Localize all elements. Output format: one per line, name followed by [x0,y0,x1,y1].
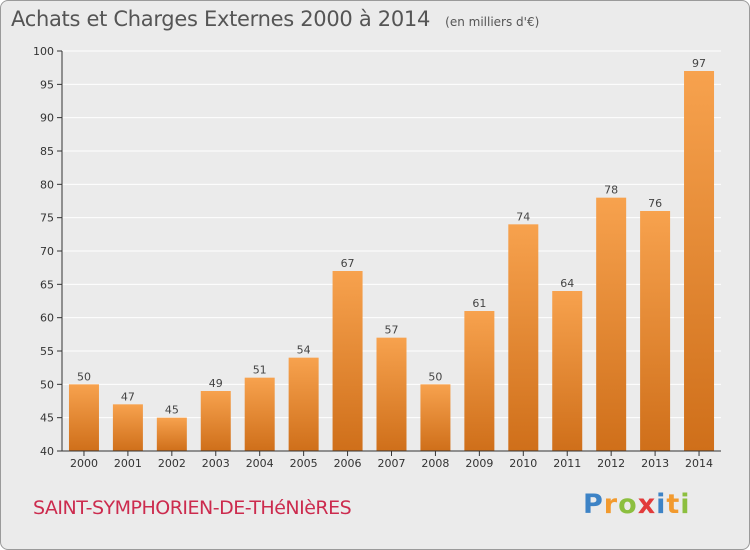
logo-letter: r [603,489,619,520]
y-tick-label: 70 [40,245,54,258]
x-tick-label: 2003 [202,457,230,470]
data-label: 97 [692,57,706,70]
data-label: 76 [648,197,662,210]
y-tick-label: 55 [40,345,54,358]
logo-letter: i [656,489,667,520]
bar [68,384,99,451]
x-tick-label: 2006 [334,457,362,470]
data-label: 61 [472,297,486,310]
data-label: 78 [604,184,618,197]
x-tick-label: 2000 [70,457,98,470]
y-tick-label: 40 [40,445,54,458]
logo-letter: i [680,489,691,520]
bar [640,211,671,451]
bar [552,291,583,451]
bar [420,384,451,451]
proxiti-logo[interactable]: Proxiti [583,489,691,520]
data-label: 47 [121,390,135,403]
data-label: 50 [77,370,91,383]
axes [57,50,721,456]
y-tick-label: 90 [40,112,54,125]
bars [68,71,715,451]
bar [288,357,319,451]
chart-title-block: Achats et Charges Externes 2000 à 2014 (… [11,7,539,31]
y-tick-label: 45 [40,412,54,425]
commune-name: SAINT-SYMPHORIEN-DE-THéNIèRES [33,497,352,519]
bar [464,311,495,451]
y-tick-label: 85 [40,145,54,158]
data-label: 54 [297,344,311,357]
x-tick-label: 2013 [641,457,669,470]
bar [200,391,231,451]
bar [376,337,407,451]
bar [684,71,715,451]
bar [596,197,627,451]
data-label: 67 [341,257,355,270]
logo-letter: x [637,489,657,520]
bar [508,224,539,451]
y-tick-label: 95 [40,78,54,91]
y-tick-label: 65 [40,278,54,291]
logo-letter: o [618,489,638,520]
bar [244,377,275,451]
x-tick-label: 2007 [378,457,406,470]
unit-label: (en milliers d'€) [445,15,540,29]
x-tick-label: 2011 [553,457,581,470]
data-label: 51 [253,364,267,377]
y-tick-label: 75 [40,212,54,225]
labels: 40 45 50 55 60 65 70 75 80 85 90 95 100 50 2000 47 2001 4… [33,45,713,470]
data-label: 45 [165,404,179,417]
logo-letter: P [583,489,604,520]
x-tick-label: 2002 [158,457,186,470]
data-label: 74 [516,210,530,223]
data-label: 64 [560,277,574,290]
bar [156,417,187,451]
y-tick-label: 60 [40,312,54,325]
y-tick-label: 80 [40,178,54,191]
data-label: 50 [428,370,442,383]
chart-title: Achats et Charges Externes 2000 à 2014 [11,7,431,31]
bar [112,404,143,451]
x-tick-label: 2010 [509,457,537,470]
x-tick-label: 2004 [246,457,274,470]
x-tick-label: 2008 [421,457,449,470]
bar [332,271,363,451]
y-tick-label: 100 [33,45,54,58]
x-tick-label: 2014 [685,457,713,470]
x-tick-label: 2009 [465,457,493,470]
x-tick-label: 2001 [114,457,142,470]
x-tick-label: 2012 [597,457,625,470]
data-label: 49 [209,377,223,390]
logo-letter: t [666,489,681,520]
data-label: 57 [385,324,399,337]
y-tick-label: 50 [40,378,54,391]
x-tick-label: 2005 [290,457,318,470]
